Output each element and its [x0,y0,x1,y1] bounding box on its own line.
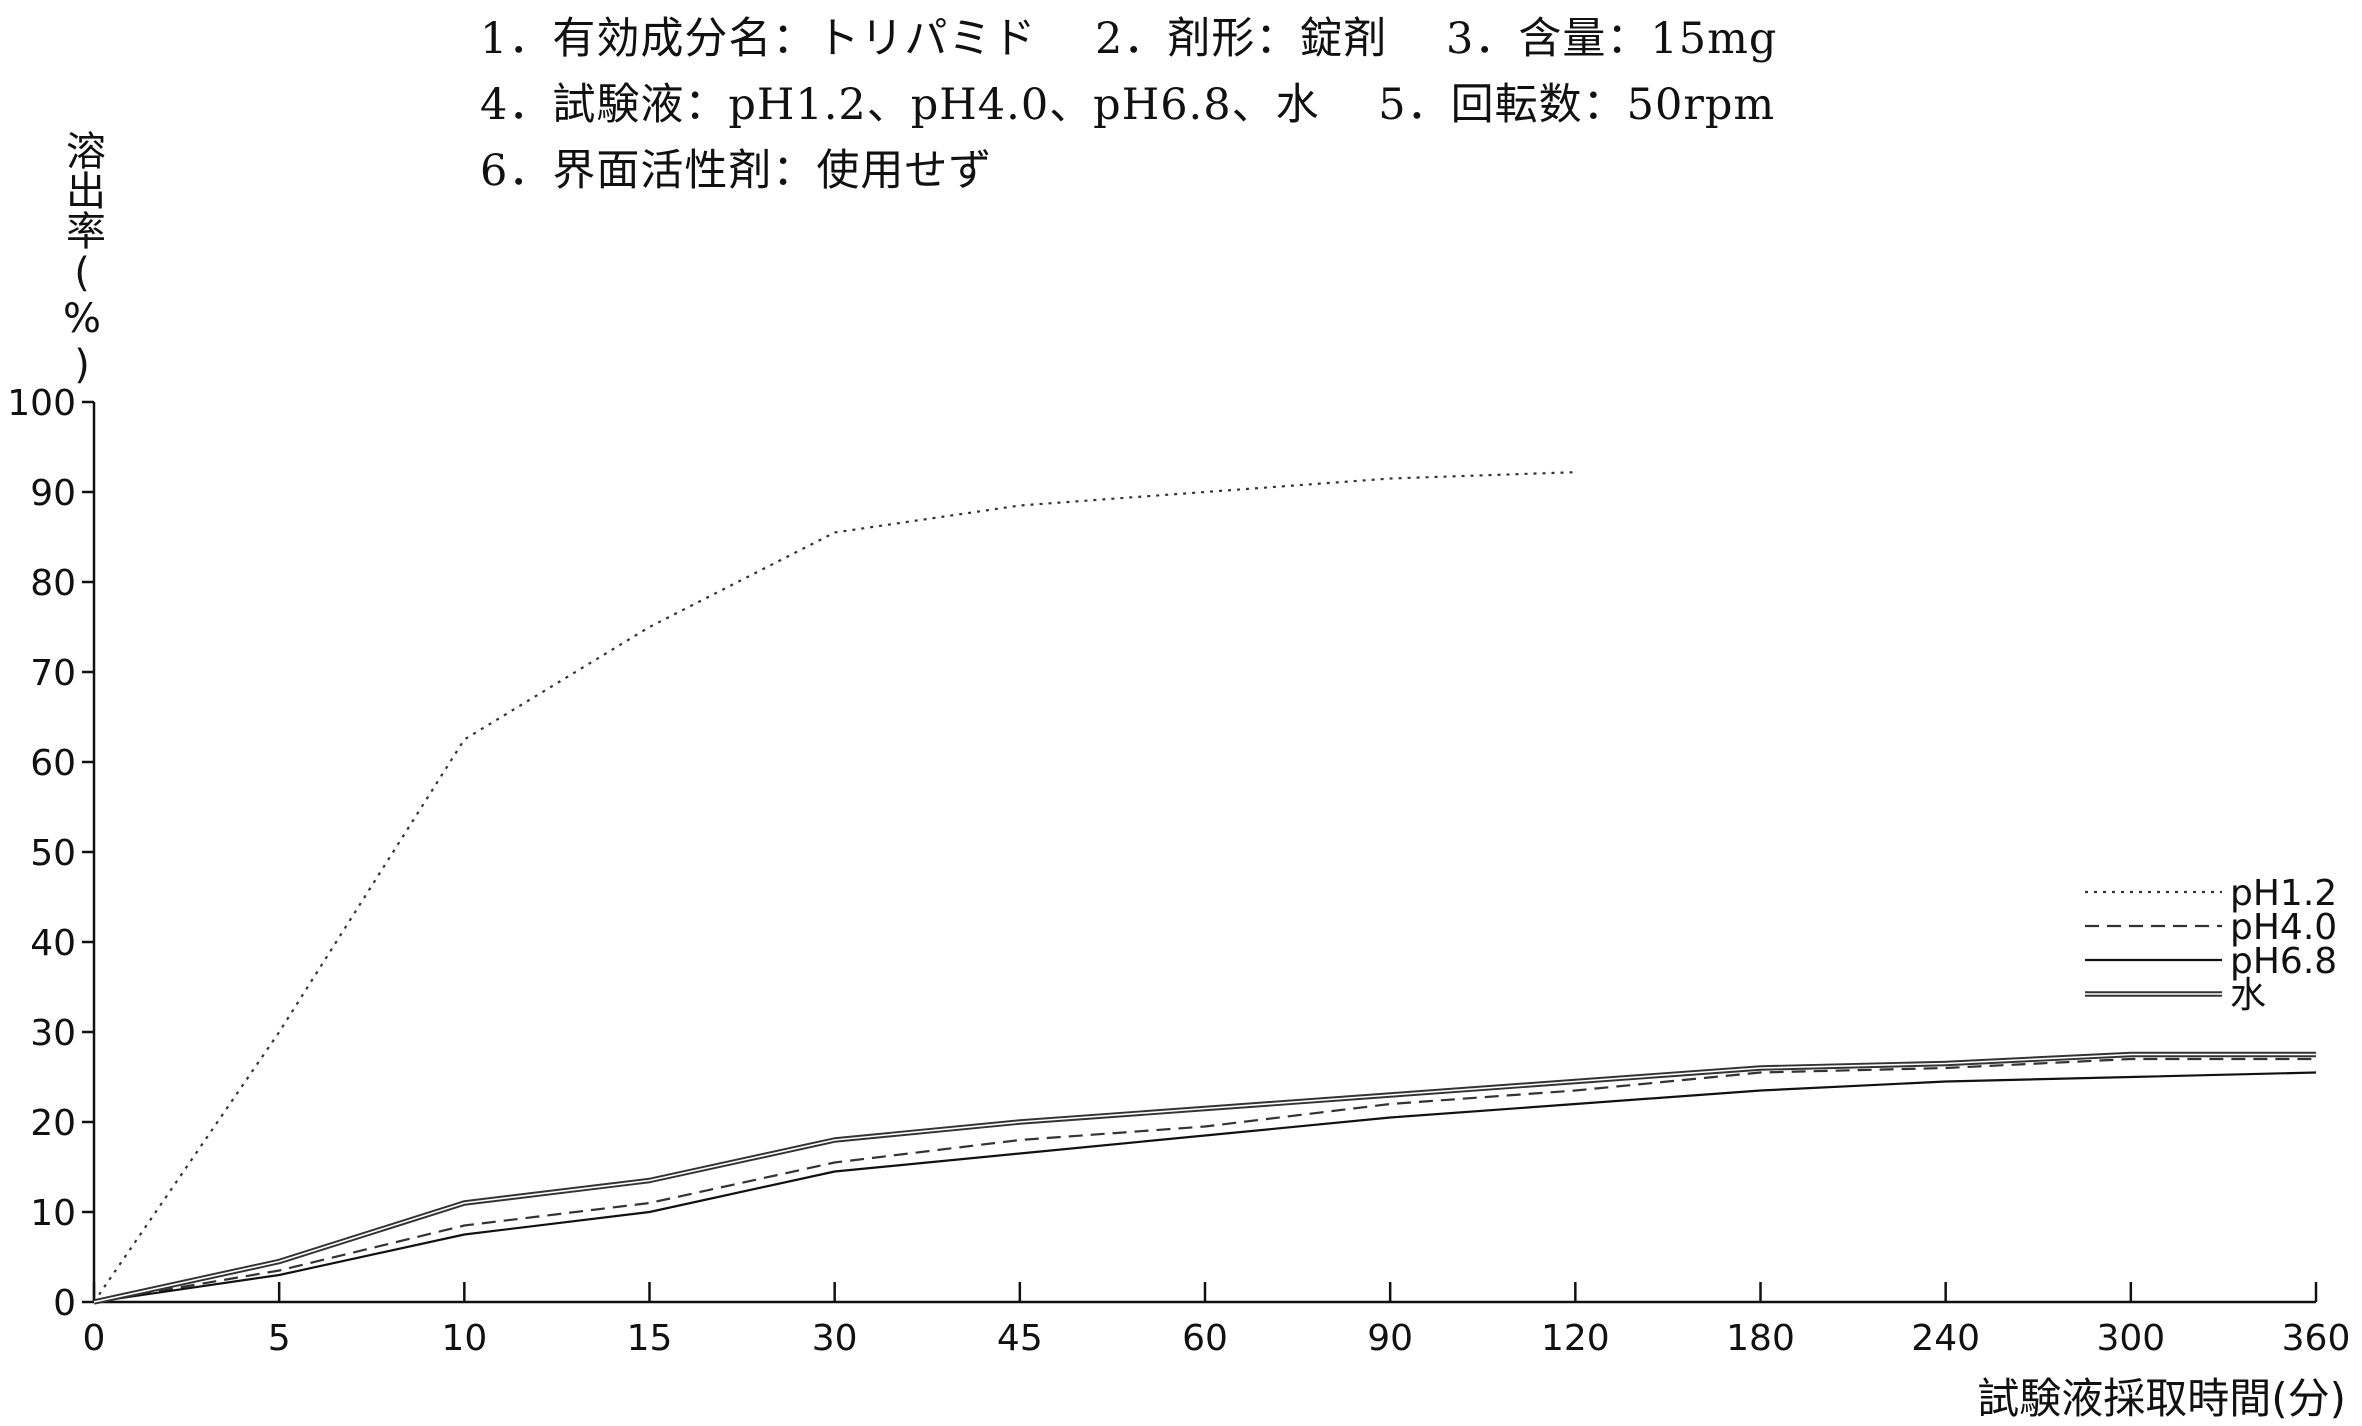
y-tick-label: 60 [30,743,76,784]
series-water-line-outer [93,1051,2316,1305]
x-tick-label: 90 [1367,1318,1413,1359]
y-tick-label: 50 [30,833,76,874]
y-tick-label: 90 [30,473,76,514]
series-pH68-line [93,1071,2317,1304]
x-tick-label: 360 [2282,1318,2351,1359]
y-tick-label: 20 [30,1103,76,1144]
header-line-2: 4．試験液：pH1.2、pH4.0、pH6.8、水 5．回転数：50rpm [480,80,1776,130]
y-tick-label: 80 [30,563,76,604]
series-water-line-inner [93,1053,2316,1303]
y-tick-label: 10 [30,1193,76,1234]
series-pH40-line [93,1057,2316,1304]
x-axis-label: 試験液採取時間(分) [1977,1374,2346,1423]
y-tick-label: 40 [30,923,76,964]
x-tick-label: 10 [441,1318,487,1359]
x-tick-label: 180 [1726,1318,1795,1359]
x-tick-label: 300 [2096,1318,2165,1359]
x-tick-label: 240 [1911,1318,1980,1359]
y-tick-label: 30 [30,1013,76,1054]
x-tick-label: 120 [1541,1318,1610,1359]
legend-label: 水 [2230,975,2266,1016]
x-tick-label: 15 [627,1318,673,1359]
x-tick-label: 0 [83,1318,106,1359]
chart-header: 1．有効成分名：トリパミド 2．剤形：錠剤 3．含量：15mg 4．試験液：pH… [480,6,1980,204]
y-tick-label: 70 [30,653,76,694]
y-tick-label: 0 [53,1283,76,1324]
y-axis-label: 溶出率(%) [59,130,105,388]
x-tick-label: 45 [997,1318,1043,1359]
legend-label: pH6.8 [2230,941,2337,982]
x-tick-label: 5 [268,1318,291,1359]
x-tick-label: 30 [812,1318,858,1359]
header-line-1: 1．有効成分名：トリパミド 2．剤形：錠剤 3．含量：15mg [480,14,1778,64]
y-tick-label: 100 [7,383,76,424]
legend-label: pH4.0 [2230,907,2337,948]
header-line-3: 6．界面活性剤：使用せず [480,146,993,196]
x-tick-label: 60 [1182,1318,1228,1359]
series-pH12-line [93,471,1576,1303]
legend-label: pH1.2 [2230,873,2337,914]
